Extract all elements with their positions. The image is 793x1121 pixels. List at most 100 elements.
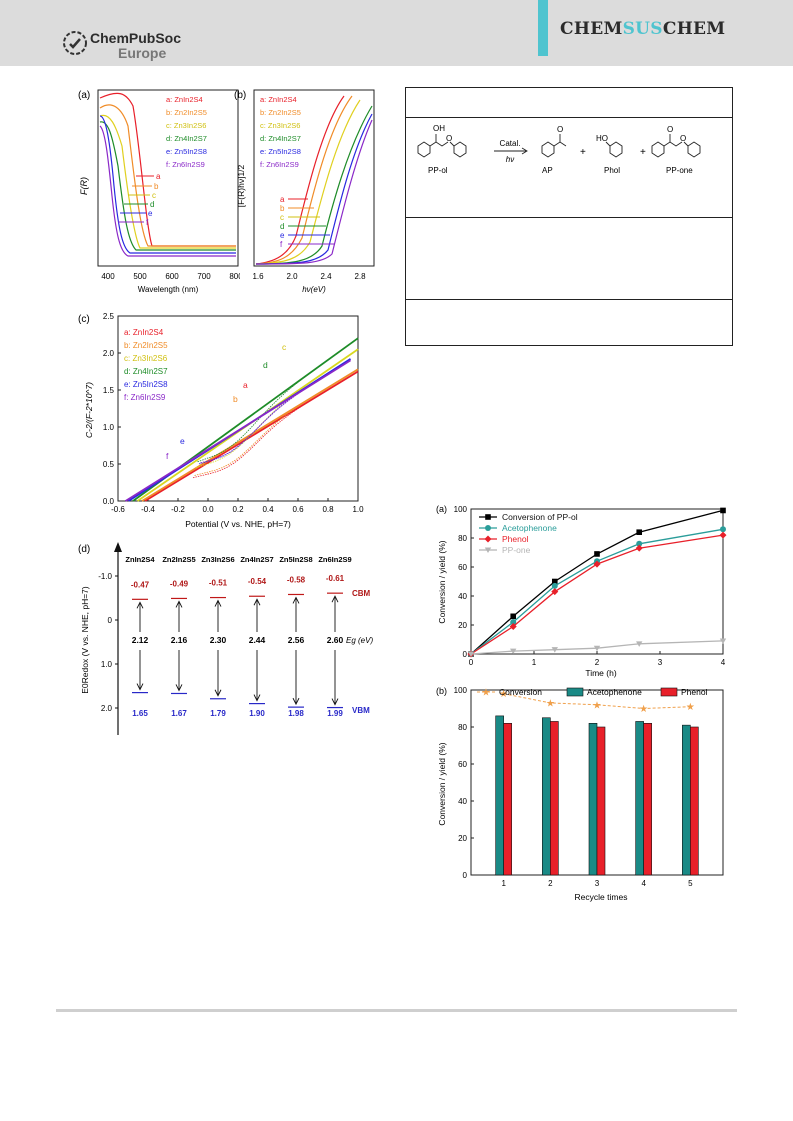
curve-letter: e xyxy=(280,231,285,240)
conversion-point: ★ xyxy=(593,700,602,711)
curve-b xyxy=(99,104,236,247)
legend-entry: e: Zn5In2S8 xyxy=(260,147,301,156)
benzene-ring-icon xyxy=(651,141,665,158)
y-axis-label: E0Redox (V vs. NHE, pH=7) xyxy=(80,586,90,694)
measured-curve xyxy=(197,337,359,463)
x-tick-label: 0.0 xyxy=(202,505,214,514)
cbm-value: -0.58 xyxy=(287,575,306,584)
panel-tag: (d) xyxy=(78,544,90,555)
arrow-head-icon xyxy=(136,601,144,609)
x-tick-label: 4 xyxy=(641,879,646,888)
x-tick-label: 1 xyxy=(501,879,506,888)
bar-phenol xyxy=(643,722,652,876)
y-tick-label: 20 xyxy=(458,621,467,630)
conversion-point: ★ xyxy=(499,689,508,700)
y-tick-label: -1.0 xyxy=(98,572,112,581)
x-tick-label: 1.0 xyxy=(352,505,364,514)
measured-curve xyxy=(194,368,359,476)
compound-name: Zn2In2S5 xyxy=(162,555,195,564)
cbm-value: -0.54 xyxy=(248,577,267,586)
data-point xyxy=(551,578,558,585)
logo-line2: Europe xyxy=(118,45,167,61)
y-tick-label: 2.0 xyxy=(101,704,113,713)
bar-phenol xyxy=(690,726,699,876)
x-tick-label: 500 xyxy=(133,272,147,281)
curve-e xyxy=(99,115,236,254)
curve-letter: e xyxy=(180,436,185,446)
vbm-value: 1.65 xyxy=(132,709,148,718)
x-tick-label: -0.6 xyxy=(111,505,125,514)
x-tick-label: 3 xyxy=(595,879,600,888)
data-point xyxy=(551,582,558,589)
y-axis-label: Conversion / yield (%) xyxy=(437,540,447,623)
legend-entry: f: Zn6In2S9 xyxy=(166,160,205,169)
time-course-panel: (a) Conversion / yield (%) 020406080100 … xyxy=(436,504,727,678)
cbm-value: -0.51 xyxy=(209,579,228,588)
y-tick-label: 0.5 xyxy=(103,460,115,469)
measured-curve xyxy=(192,371,359,479)
x-tick-label: 1 xyxy=(532,658,537,667)
arrow-head-icon xyxy=(136,683,144,691)
page-header xyxy=(0,0,793,66)
curve-letter: b xyxy=(280,204,285,213)
logo-line1: ChemPubSoc xyxy=(90,30,182,46)
curve-letter: d xyxy=(150,200,154,209)
conversion-point: ★ xyxy=(546,698,555,709)
data-point xyxy=(485,525,491,531)
y-tick-label: 40 xyxy=(458,592,467,601)
eg-label: Eg (eV) xyxy=(346,636,373,645)
legend-entry: b: Zn2In2S5 xyxy=(124,341,168,350)
data-point xyxy=(594,551,600,557)
data-point xyxy=(720,526,726,533)
arrow-head-icon xyxy=(214,599,222,607)
data-point xyxy=(485,514,491,520)
curve-a xyxy=(255,95,345,265)
legend-entry: Acetophenone xyxy=(502,523,557,533)
light-label: hν xyxy=(506,155,514,164)
x-tick-label: 0.2 xyxy=(232,505,244,514)
compound-label: AP xyxy=(542,166,553,175)
legend-entry: d: Zn4In2S7 xyxy=(166,134,207,143)
compound-name: Zn5In2S8 xyxy=(279,555,312,564)
x-axis-label: Time (h) xyxy=(585,668,616,678)
scheme-header-band xyxy=(406,88,732,118)
x-tick-label: 0.8 xyxy=(322,505,334,514)
x-tick-label: -0.2 xyxy=(171,505,185,514)
curve-letter: a xyxy=(156,172,161,181)
x-tick-label: -0.4 xyxy=(141,505,155,514)
legend-entry: PP-one xyxy=(502,545,531,555)
fit-line xyxy=(144,370,359,502)
legend-entry: Conversion of PP-ol xyxy=(502,512,578,522)
legend-entry: a: ZnIn2S4 xyxy=(124,328,164,337)
accent-bar xyxy=(538,0,548,56)
vbm-label: VBM xyxy=(352,706,370,715)
bar-acetophenone xyxy=(495,715,504,876)
ho-label: HO xyxy=(596,134,608,143)
y-tick-label: 100 xyxy=(454,505,468,514)
legend-entry: Conversion xyxy=(499,687,542,697)
bar-acetophenone xyxy=(682,724,691,876)
legend-entry: c: Zn3In2S6 xyxy=(124,354,168,363)
compound-name: Zn3In2S6 xyxy=(201,555,234,564)
logo-mark-icon xyxy=(63,31,87,55)
bar-acetophenone xyxy=(635,721,644,876)
bandgap-value: 2.16 xyxy=(171,635,188,645)
data-point xyxy=(484,547,492,553)
bandgap-value: 2.44 xyxy=(249,635,266,645)
cbm-value: -0.61 xyxy=(326,574,345,583)
compound-label: PP-one xyxy=(666,166,693,175)
legend-entry: Acetophenone xyxy=(587,687,642,697)
journal-name: CHEMSUSCHEM xyxy=(560,19,725,39)
series-line xyxy=(470,528,724,655)
x-tick-label: 3 xyxy=(658,658,663,667)
x-axis-label: Wavelength (nm) xyxy=(138,285,199,294)
arrow-head-icon xyxy=(331,595,339,603)
conversion-point: ★ xyxy=(639,704,648,715)
data-point xyxy=(484,535,492,543)
x-tick-label: 5 xyxy=(688,879,693,888)
series-line xyxy=(470,534,724,655)
curve-letter: f xyxy=(166,451,169,461)
y-tick-label: 0 xyxy=(108,616,113,625)
x-tick-label: 600 xyxy=(165,272,179,281)
panel-tag: (c) xyxy=(78,314,90,325)
